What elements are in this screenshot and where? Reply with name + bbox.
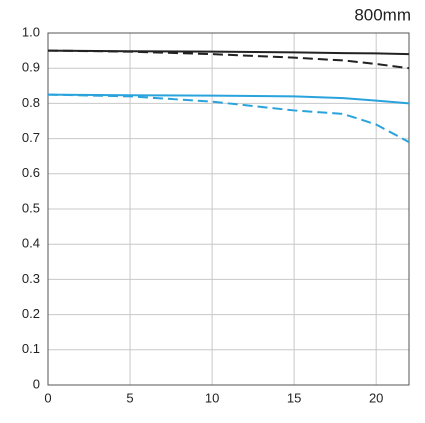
y-tick-label: 1.0 bbox=[22, 24, 40, 39]
y-tick-label: 0 bbox=[33, 376, 40, 391]
chart-title: 800mm bbox=[354, 5, 411, 24]
y-tick-label: 0.4 bbox=[22, 236, 40, 251]
series-line bbox=[47, 93, 410, 105]
y-tick-label: 0.9 bbox=[22, 60, 40, 75]
series-line bbox=[47, 49, 410, 70]
x-tick-label: 0 bbox=[44, 390, 51, 405]
x-tick-label: 10 bbox=[205, 390, 219, 405]
y-tick-label: 0.8 bbox=[22, 95, 40, 110]
plot-frame bbox=[47, 32, 410, 386]
y-tick-label: 0.5 bbox=[22, 200, 40, 215]
series-line bbox=[47, 93, 410, 144]
y-tick-label: 0.3 bbox=[22, 271, 40, 286]
y-tick-label: 0.2 bbox=[22, 306, 40, 321]
y-tick-label: 0.1 bbox=[22, 341, 40, 356]
x-tick-label: 15 bbox=[287, 390, 301, 405]
y-tick-label: 0.6 bbox=[22, 165, 40, 180]
y-tick-label: 0.7 bbox=[22, 130, 40, 145]
x-tick-label: 5 bbox=[126, 390, 133, 405]
x-tick-label: 20 bbox=[369, 390, 383, 405]
